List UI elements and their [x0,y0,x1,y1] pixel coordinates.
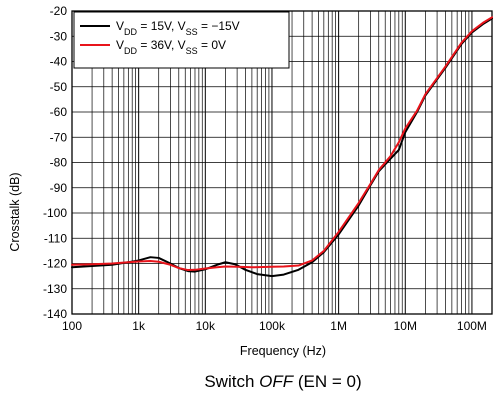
x-tick-label: 100 [62,319,82,333]
y-tick-label: -20 [50,4,68,18]
legend-label-1: VDD = 15V, VSS = −15V [116,19,240,37]
x-axis-label: Frequency (Hz) [240,344,326,358]
y-tick-labels: -140 -130 -120 -110 -100 -90 -80 -70 -60 -50 -40 -3… [43,4,67,321]
series-line-2 [71,16,493,272]
y-tick-label: -130 [43,282,67,296]
y-tick-label: -40 [50,55,68,69]
x-tick-label: 10k [196,319,216,333]
y-tick-label: -90 [50,181,68,195]
x-tick-label: 1k [132,319,146,333]
series-lines [71,16,493,278]
x-tick-label: 10M [394,319,417,333]
x-tick-labels: 100 1k 10k 100k 1M 10M 100M [62,319,487,333]
chart-caption: Switch OFF (EN = 0) [204,372,361,391]
y-tick-label: -60 [50,105,68,119]
plot-frame [71,10,493,315]
x-tick-label: 1M [330,319,347,333]
y-tick-label: -100 [43,206,67,220]
y-tick-label: -70 [50,130,68,144]
legend-box [73,11,290,69]
y-tick-label: -120 [43,257,67,271]
y-axis-label: Crosstalk (dB) [8,172,22,251]
y-tick-label: -140 [43,307,67,321]
y-tick-label: -50 [50,80,68,94]
y-tick-label: -110 [44,231,67,245]
x-tick-label: 100k [259,319,286,333]
y-tick-label: -30 [50,29,68,43]
legend-label-2: VDD = 36V, VSS = 0V [116,38,226,56]
x-tick-label: 100M [457,319,487,333]
y-tick-label: -80 [50,156,68,170]
